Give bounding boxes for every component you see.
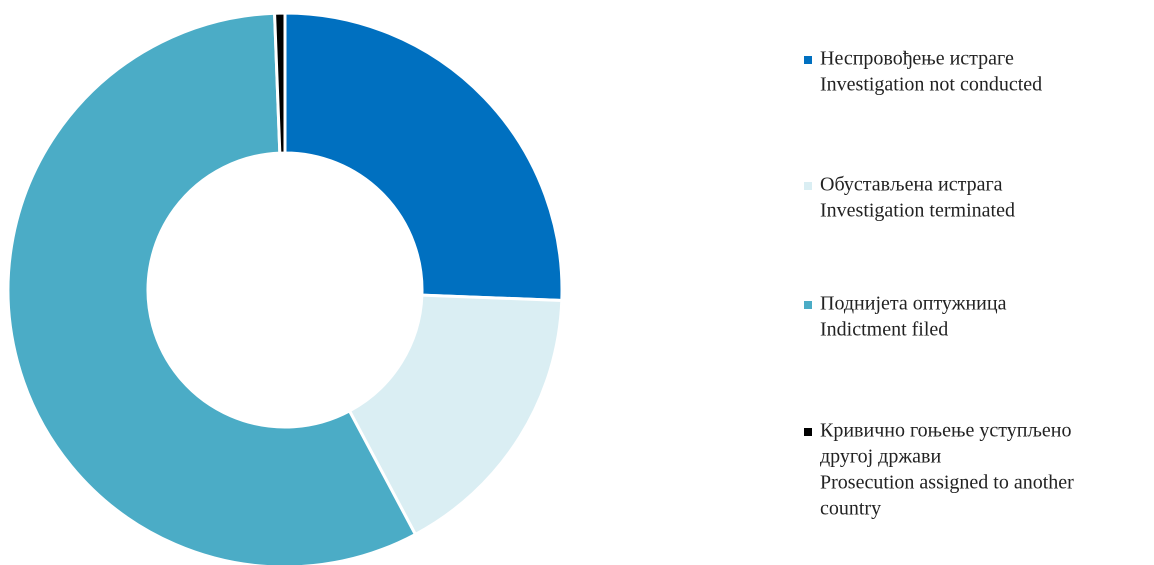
legend-label: Investigation not conducted bbox=[820, 74, 1042, 96]
legend-marker bbox=[804, 428, 812, 436]
legend-marker bbox=[804, 301, 812, 309]
legend-label: Обустављена истрага bbox=[820, 174, 1003, 196]
legend-label: country bbox=[820, 498, 881, 520]
legend-label: другој држави bbox=[820, 446, 941, 468]
donut-slice bbox=[6, 11, 418, 565]
legend-label: Investigation terminated bbox=[820, 200, 1015, 222]
legend-label: Prosecution assigned to another bbox=[820, 472, 1074, 494]
legend-label: Неспровођење истраге bbox=[820, 48, 1014, 70]
legend-label: Кривично гоњење уступљено bbox=[820, 420, 1072, 442]
legend-marker bbox=[804, 182, 812, 190]
donut-slice bbox=[347, 293, 564, 537]
legend-label: Поднијета оптужница bbox=[820, 293, 1007, 315]
donut-slice bbox=[283, 11, 564, 302]
legend-label: Indictment filed bbox=[820, 319, 948, 341]
legend-marker bbox=[804, 56, 812, 64]
donut-slice bbox=[273, 11, 287, 155]
